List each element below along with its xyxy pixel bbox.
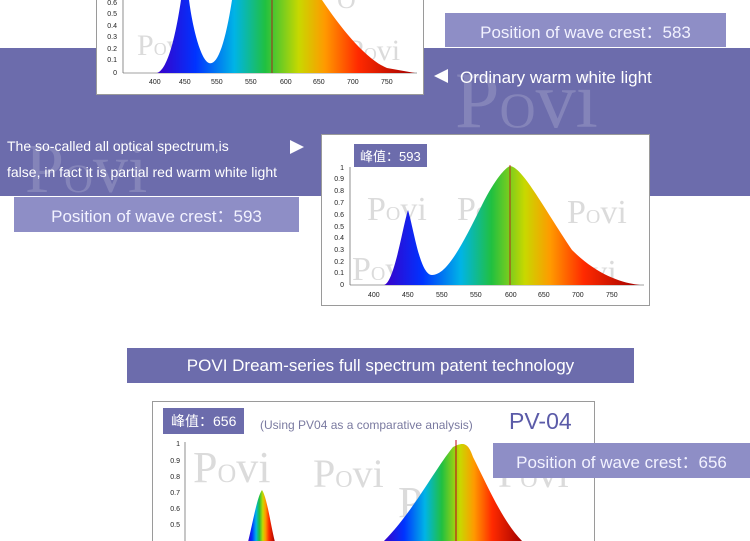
watermark-logo: POvi [193, 443, 271, 492]
x-tick: 600 [280, 79, 292, 86]
x-tick: 650 [538, 292, 550, 299]
x-tick: 550 [245, 79, 257, 86]
arrow-left-icon [432, 66, 450, 86]
y-tick: 0.3 [334, 247, 344, 254]
x-tick: 450 [402, 292, 414, 299]
x-tick: 400 [368, 292, 380, 299]
y-tick: 0.5 [334, 224, 344, 231]
arrow-right-icon [288, 138, 306, 156]
spectrum-plot: POvi POvi POvi POvi POvi POvi 1 0.9 0.8 … [334, 165, 644, 299]
spectrum-plot: POvi POvi POvi POvi 1 0.9 0.8 0.7 0.6 0.… [170, 440, 569, 541]
caption-line-2: false, in fact it is partial red warm wh… [7, 164, 277, 180]
x-tick: 750 [381, 79, 393, 86]
y-tick: 0.9 [334, 176, 344, 183]
y-tick: 0.5 [170, 522, 180, 529]
spectrum-curve [157, 0, 415, 73]
spectrum-curve [248, 490, 275, 541]
y-tick: 0.9 [170, 458, 180, 465]
feature-banner: POVI Dream-series full spectrum patent t… [127, 348, 634, 383]
x-tick: 550 [436, 292, 448, 299]
y-tick: 0 [340, 282, 344, 289]
peak-tag-593: 峰值：593 [354, 144, 427, 167]
spectrum-curve [384, 166, 640, 285]
y-tick: 0.5 [107, 11, 117, 18]
y-tick: 0.1 [334, 270, 344, 277]
x-tick: 700 [347, 79, 359, 86]
background-watermark: POvi [455, 57, 598, 145]
peak-tag-656: 峰值：656 [163, 408, 245, 434]
x-tick: 750 [606, 292, 618, 299]
y-tick: 0.1 [107, 57, 117, 64]
y-tick: 0.8 [170, 474, 180, 481]
y-tick: 0.3 [107, 34, 117, 41]
crest-label-656: Position of wave crest：656 [493, 443, 750, 478]
x-tick: 700 [572, 292, 584, 299]
spectrum-plot: POvi POvi POvi O 0.6 0.5 0.4 0.3 0.2 0.1… [107, 0, 417, 86]
watermark-logo: POvi [313, 451, 384, 496]
comparison-note: (Using PV04 as a comparative analysis) [260, 418, 473, 432]
x-tick: 600 [505, 292, 517, 299]
warm-white-label: Ordinary warm white light [460, 68, 652, 87]
caption-line-1: The so-called all optical spectrum,is [7, 138, 229, 154]
y-tick: 0.2 [334, 259, 344, 266]
y-tick: 0.2 [107, 46, 117, 53]
watermark-logo: O [337, 0, 356, 14]
x-tick: 550 [470, 292, 482, 299]
x-tick: 400 [149, 79, 161, 86]
y-tick: 1 [340, 165, 344, 172]
x-tick: 650 [313, 79, 325, 86]
y-tick: 0.4 [107, 23, 117, 30]
x-tick: 550 [211, 79, 223, 86]
watermark-logo: POvi [567, 194, 627, 231]
y-tick: 0 [113, 70, 117, 77]
y-tick: 0.7 [334, 200, 344, 207]
y-tick: 0.8 [334, 188, 344, 195]
model-name: PV-04 [509, 408, 572, 434]
spectrum-curve [383, 444, 523, 541]
x-tick: 450 [179, 79, 191, 86]
watermark-logo: POvi [367, 191, 427, 228]
y-tick: 0.6 [170, 506, 180, 513]
y-tick: 0.6 [107, 0, 117, 7]
y-tick: 0.4 [334, 235, 344, 242]
background-watermark: POvi [25, 131, 148, 208]
y-tick: 0.6 [334, 212, 344, 219]
spectrum-chart-593: POvi POvi POvi POvi POvi POvi 1 0.9 0.8 … [321, 134, 650, 306]
crest-label-583: Position of wave crest：583 [445, 13, 726, 47]
y-tick: 0.7 [170, 490, 180, 497]
crest-label-593: Position of wave crest：593 [14, 197, 299, 232]
spectrum-chart-583: POvi POvi POvi O 0.6 0.5 0.4 0.3 0.2 0.1… [96, 0, 424, 95]
spectrum-chart-656: POvi POvi POvi POvi 1 0.9 0.8 0.7 0.6 0.… [152, 401, 595, 541]
y-tick: 1 [176, 441, 180, 448]
